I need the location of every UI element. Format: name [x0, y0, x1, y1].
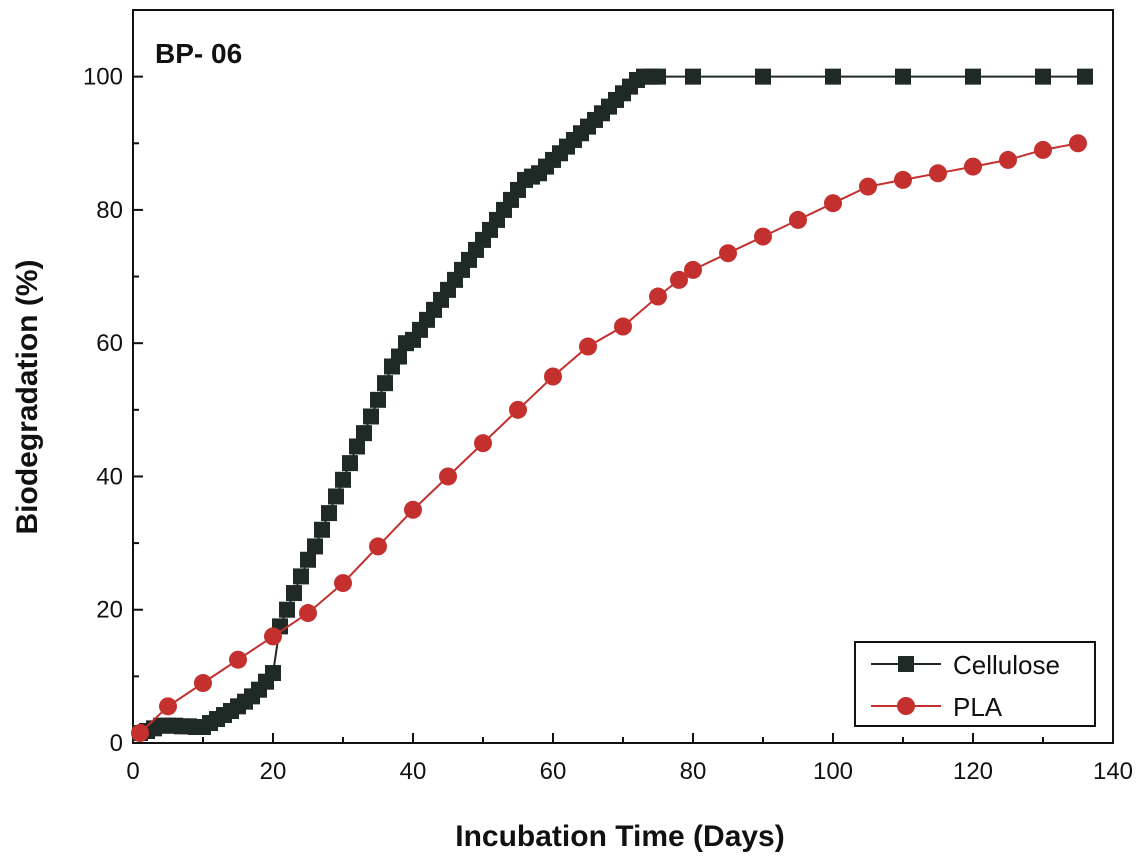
x-axis-ticks: 0 20 40 60 80 100 120 140: [126, 733, 1133, 785]
y-tick-label: 0: [110, 730, 123, 757]
data-point: [929, 164, 947, 183]
data-point: [1077, 68, 1093, 85]
legend-label-cellulose: Cellulose: [953, 650, 1060, 680]
data-point: [335, 471, 351, 488]
data-point: [229, 650, 247, 669]
x-axis-title: Incubation Time (Days): [455, 820, 785, 853]
data-point: [895, 68, 911, 85]
data-point: [1035, 68, 1051, 85]
legend-marker-cellulose: [898, 656, 914, 672]
data-point: [334, 574, 352, 593]
legend: Cellulose PLA: [854, 641, 1096, 727]
y-tick-label: 20: [96, 597, 123, 624]
data-point: [685, 68, 701, 85]
x-tick-label: 40: [400, 758, 427, 785]
data-point: [1034, 140, 1052, 159]
x-tick-label: 80: [680, 758, 707, 785]
panel-label: BP- 06: [155, 38, 242, 69]
y-tick-label: 60: [96, 330, 123, 357]
data-point: [579, 337, 597, 356]
data-point: [649, 287, 667, 306]
data-point: [293, 568, 309, 585]
data-point: [825, 68, 841, 85]
data-point: [279, 601, 295, 618]
x-tick-label: 20: [260, 758, 287, 785]
data-point: [755, 68, 771, 85]
legend-marker-pla: [897, 697, 915, 715]
data-point: [321, 505, 337, 522]
data-point: [349, 438, 365, 455]
data-point: [650, 68, 666, 85]
data-point: [789, 210, 807, 229]
y-tick-label: 80: [96, 197, 123, 224]
data-point: [300, 551, 316, 568]
x-tick-label: 100: [813, 758, 853, 785]
series-cellulose: [132, 68, 1093, 742]
data-point: [999, 150, 1017, 169]
data-point: [391, 348, 407, 365]
data-point: [314, 521, 330, 538]
data-point: [439, 467, 457, 486]
data-point: [299, 604, 317, 623]
series-pla: [131, 134, 1087, 743]
data-point: [356, 425, 372, 442]
y-axis-ticks: 0 20 40 60 80 100: [83, 64, 143, 757]
x-tick-label: 60: [540, 758, 567, 785]
data-point: [965, 68, 981, 85]
x-tick-label: 140: [1093, 758, 1133, 785]
data-point: [286, 585, 302, 602]
data-point: [544, 367, 562, 386]
x-tick-label: 0: [126, 758, 139, 785]
data-point: [474, 434, 492, 453]
legend-label-pla: PLA: [953, 692, 1003, 722]
data-point: [964, 157, 982, 176]
data-point: [328, 488, 344, 505]
y-tick-label: 100: [83, 64, 123, 91]
data-point: [670, 270, 688, 289]
data-point: [824, 194, 842, 213]
data-point: [684, 260, 702, 279]
data-point: [754, 227, 772, 246]
data-point: [342, 455, 358, 472]
data-point: [894, 170, 912, 189]
data-point: [265, 665, 281, 682]
data-point: [719, 244, 737, 263]
data-point: [859, 177, 877, 196]
y-tick-label: 40: [96, 463, 123, 490]
data-point: [194, 674, 212, 693]
y-axis-title: Biodegradation (%): [11, 260, 44, 535]
data-point: [369, 537, 387, 556]
data-point: [363, 408, 379, 425]
data-point: [370, 391, 386, 408]
data-point: [159, 697, 177, 716]
legend-box: [854, 641, 1096, 727]
data-point: [1069, 134, 1087, 153]
data-point: [377, 375, 393, 392]
data-point: [307, 538, 323, 555]
data-point: [131, 724, 149, 743]
data-point: [509, 400, 527, 419]
data-point: [614, 317, 632, 336]
data-point: [264, 627, 282, 646]
data-point: [404, 500, 422, 519]
x-tick-label: 120: [953, 758, 993, 785]
series-layer: [131, 68, 1093, 743]
